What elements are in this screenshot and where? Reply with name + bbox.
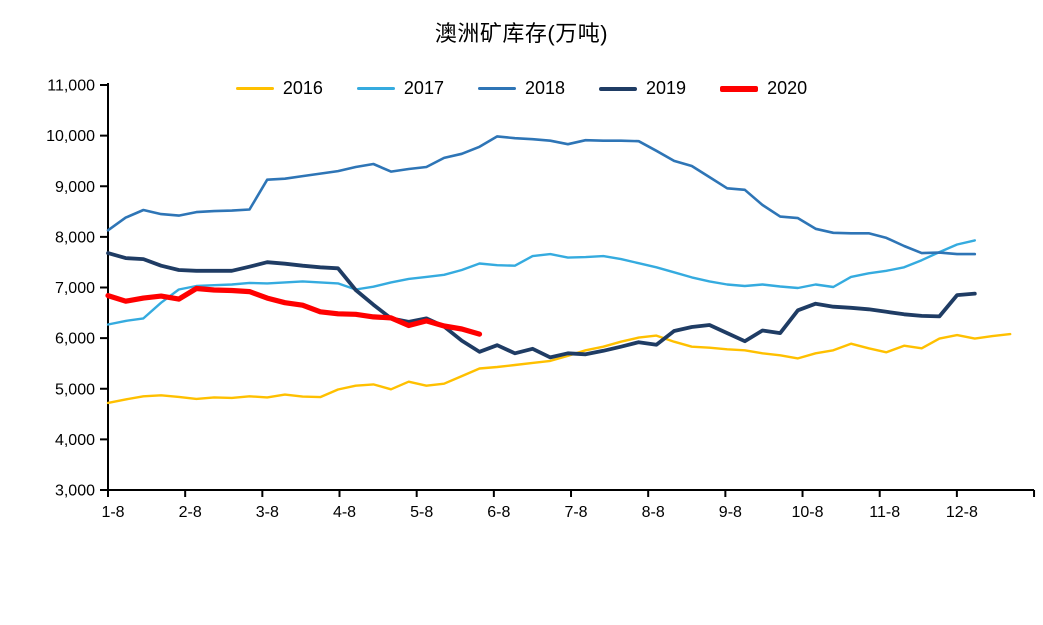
x-tick-label: 10-8: [792, 504, 824, 521]
legend-item-2017: 2017: [356, 78, 444, 99]
y-tick-label: 3,000: [55, 483, 95, 500]
x-tick-label: 8-8: [642, 504, 665, 521]
y-tick-label: 7,000: [55, 280, 95, 297]
y-tick-label: 6,000: [55, 331, 95, 348]
x-tick-label: 12-8: [946, 504, 978, 521]
legend-item-2016: 2016: [235, 78, 323, 99]
x-tick-label: 4-8: [333, 504, 356, 521]
legend-swatch-2016: [235, 87, 274, 90]
legend-label-2018: 2018: [524, 78, 566, 98]
legend-label-2020: 2020: [767, 78, 808, 98]
x-tick-label: 3-8: [256, 504, 279, 521]
legend-label-2016: 2016: [282, 78, 323, 98]
chart-title: 澳洲矿库存(万吨): [434, 21, 609, 46]
series-line-2016: [106, 332, 1012, 405]
legend-item-2019: 2019: [599, 78, 686, 99]
x-tick-label: 2-8: [179, 504, 202, 521]
legend-swatch-2020: [720, 85, 759, 92]
y-tick-label: 4,000: [55, 432, 95, 449]
series-line-2020: [105, 285, 483, 337]
legend: 2016 2017 2018 2019 2020: [0, 78, 1043, 99]
x-tick-label: 6-8: [487, 504, 510, 521]
legend-label-2019: 2019: [646, 78, 687, 98]
y-tick-label: 8,000: [55, 229, 95, 246]
x-tick-label: 7-8: [564, 504, 587, 521]
x-tick-label: 1-8: [101, 504, 124, 521]
legend-swatch-2018: [477, 87, 516, 90]
legend-swatch-2017: [356, 87, 395, 90]
y-tick-label: 11,000: [47, 78, 95, 95]
y-tick-label: 9,000: [55, 179, 95, 196]
legend-item-2018: 2018: [477, 78, 566, 99]
legend-item-2020: 2020: [720, 78, 807, 99]
y-tick-label: 10,000: [46, 128, 95, 145]
legend-swatch-2019: [599, 86, 638, 91]
series-line-2018: [106, 135, 977, 256]
x-tick-label: 5-8: [410, 504, 433, 521]
y-tick-label: 5,000: [55, 381, 95, 398]
legend-label-2017: 2017: [403, 78, 444, 98]
series-line-2019: [106, 251, 977, 360]
x-tick-label: 9-8: [719, 504, 742, 521]
series-line-2017: [106, 239, 976, 326]
x-tick-label: 11-8: [869, 504, 900, 521]
